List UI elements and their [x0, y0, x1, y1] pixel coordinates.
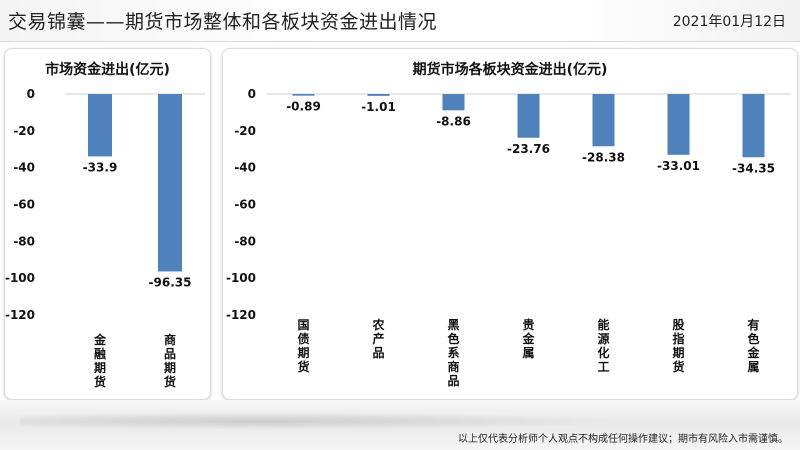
x-category-label: 能源化工: [597, 317, 609, 374]
decorative-ink-strip: [0, 400, 800, 450]
bar: [292, 94, 315, 96]
data-label: -33.9: [83, 160, 118, 174]
y-tick-label: -120: [5, 308, 35, 322]
report-date: 2021年01月12日: [672, 14, 786, 30]
bar: [517, 94, 540, 138]
x-category-label: 黑色系商品: [447, 318, 459, 388]
market-fund-flow-panel: 市场资金进出(亿元) 0 -20 -40 -60 -80 -100 -120 -33.9 金融期…: [4, 48, 211, 400]
y-tick-label: -80: [13, 234, 35, 248]
data-label: -1.01: [361, 100, 396, 114]
bar: [367, 94, 390, 96]
y-tick-label: -20: [234, 124, 256, 138]
chart-title: 市场资金进出(亿元): [45, 62, 170, 78]
y-tick-label: -60: [234, 198, 256, 212]
y-tick-label: -100: [226, 271, 256, 285]
y-tick-label: -100: [5, 271, 35, 285]
chart-title: 期货市场各板块资金进出(亿元): [412, 62, 608, 78]
x-category-label: 有色金属: [746, 317, 760, 374]
bar: [592, 94, 615, 147]
y-tick-label: -120: [226, 308, 256, 322]
data-label: -28.38: [582, 150, 625, 164]
y-tick-label: -40: [13, 161, 35, 175]
sector-fund-flow-panel: 期货市场各板块资金进出(亿元) 0 -20 -40 -60 -80 -100 -120 -0.…: [222, 48, 798, 400]
x-category-label: 股指期货: [672, 317, 685, 374]
x-category-label: 农产品: [371, 317, 384, 360]
x-category-label: 金融期货: [93, 332, 107, 389]
x-category-label: 贵金属: [521, 317, 535, 360]
data-label: -96.35: [149, 275, 192, 289]
bar: [158, 94, 182, 272]
bar: [88, 94, 112, 157]
y-tick-label: 0: [248, 87, 256, 101]
y-tick-label: -40: [234, 161, 256, 175]
market-fund-flow-chart: 0 -20 -40 -60 -80 -100 -120 -33.9 金融期货 -96.35 商品期货: [5, 87, 205, 389]
x-category-label: 商品期货: [164, 332, 176, 389]
page-title: 交易锦囊——期货市场整体和各板块资金进出情况: [8, 11, 438, 33]
data-label: -33.01: [657, 159, 700, 173]
disclaimer-text: 以上仅代表分析师个人观点不构成任何操作建议；期市有风险入市需谨慎。: [458, 434, 788, 445]
x-category-label: 国债期货: [297, 318, 309, 374]
y-tick-label: -60: [13, 198, 35, 212]
sector-fund-flow-chart: 0 -20 -40 -60 -80 -100 -120 -0.89 国债期货 -1.01 农产品 -8…: [226, 87, 791, 388]
header-bar: 交易锦囊——期货市场整体和各板块资金进出情况 2021年01月12日: [0, 0, 800, 42]
data-label: -23.76: [507, 142, 550, 156]
data-label: -34.35: [732, 161, 775, 175]
bar: [442, 94, 465, 111]
data-label: -8.86: [436, 114, 471, 128]
y-tick-label: -20: [13, 124, 35, 138]
header-divider: [0, 41, 800, 42]
y-tick-label: -80: [234, 234, 256, 248]
y-tick-label: 0: [27, 87, 35, 101]
bar: [667, 94, 690, 155]
bar: [742, 94, 765, 158]
data-label: -0.89: [286, 100, 321, 114]
